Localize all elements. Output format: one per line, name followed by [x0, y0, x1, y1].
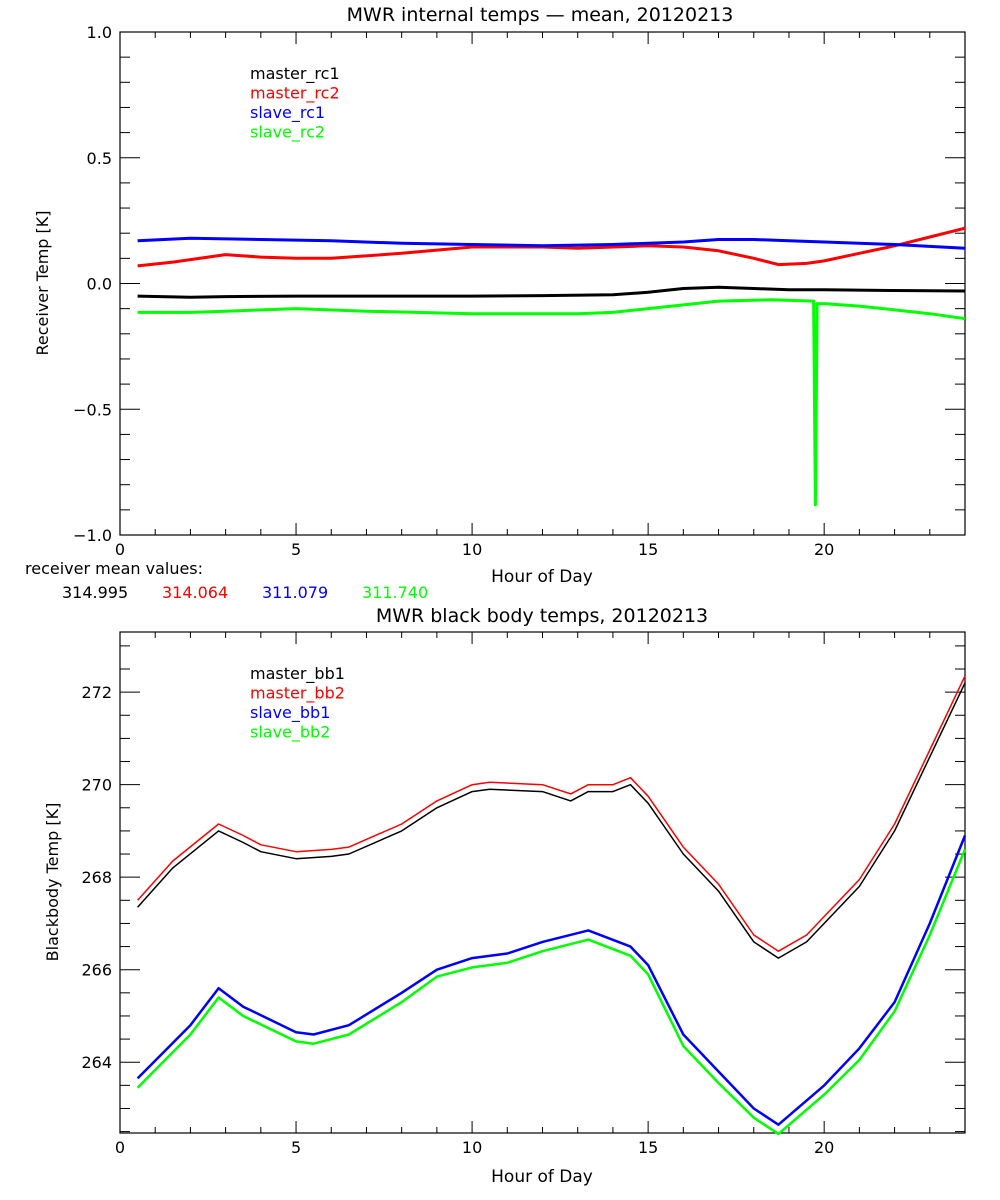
- x-tick-label: 15: [638, 1138, 658, 1157]
- y-axis-label: Blackbody Temp [K]: [43, 803, 62, 962]
- series-line-slave-bb2: [136, 848, 967, 1136]
- x-tick-label: 20: [814, 1138, 834, 1157]
- x-tick-label: 0: [115, 1138, 125, 1157]
- chart-title: MWR black body temps, 20120213: [376, 605, 708, 627]
- legend-entry-master-bb2: master_bb2: [250, 684, 345, 704]
- x-axis-label: Hour of Day: [491, 1167, 593, 1187]
- legend-entry-master-rc2: master_rc2: [250, 84, 340, 104]
- series-line-slave-bb1: [136, 835, 967, 1126]
- legend-entry-slave-bb1: slave_bb1: [250, 703, 330, 723]
- x-tick-label: 20: [814, 540, 834, 559]
- series-line-master-rc2: [137, 226, 966, 268]
- legend-entry-slave-bb2: slave_bb2: [250, 723, 330, 743]
- y-tick-label: −0.5: [73, 400, 112, 419]
- series-line-master-bb1: [137, 682, 966, 959]
- x-axis-label: Hour of Day: [491, 567, 593, 587]
- x-tick-label: 10: [462, 540, 482, 559]
- y-axis-label: Receiver Temp [K]: [33, 210, 52, 355]
- legend-entry-master-bb1: master_bb1: [250, 664, 345, 684]
- chart-title: MWR internal temps — mean, 20120213: [347, 4, 734, 26]
- x-tick-label: 15: [638, 540, 658, 559]
- blackbody-temp-panel: MWR black body temps, 20120213 Hour of D…: [43, 605, 967, 1187]
- series-line-slave-rc2: [137, 298, 966, 507]
- legend-entry-master-rc1: master_rc1: [250, 64, 340, 84]
- mean-values-label: receiver mean values:: [25, 559, 203, 578]
- series-line-master-rc1: [137, 285, 966, 299]
- y-tick-label: 270: [81, 776, 112, 795]
- y-tick-label: 0.0: [87, 275, 112, 294]
- y-tick-label: 266: [81, 961, 112, 980]
- mean-value-slave-rc1: 311.079: [262, 583, 328, 602]
- series-line-master-bb2: [137, 675, 966, 952]
- receiver-temp-panel: MWR internal temps — mean, 20120213 Hour…: [25, 4, 966, 602]
- y-tick-label: 0.5: [87, 149, 112, 168]
- plot-frame: [119, 31, 966, 536]
- legend-entry-slave-rc2: slave_rc2: [250, 123, 325, 143]
- mean-value-master-rc2: 314.064: [162, 583, 228, 602]
- plot-frame: [119, 631, 966, 1134]
- x-tick-label: 5: [291, 1138, 301, 1157]
- mean-value-slave-rc2: 311.740: [362, 583, 428, 602]
- y-tick-label: 264: [81, 1053, 112, 1072]
- mean-value-master-rc1: 314.995: [62, 583, 128, 602]
- x-tick-label: 5: [291, 540, 301, 559]
- legend-entry-slave-rc1: slave_rc1: [250, 103, 325, 123]
- y-tick-label: −1.0: [73, 526, 112, 545]
- y-tick-label: 272: [81, 683, 112, 702]
- y-tick-label: 268: [81, 868, 112, 887]
- series-line-slave-rc1: [137, 236, 966, 250]
- x-tick-label: 10: [462, 1138, 482, 1157]
- y-tick-label: 1.0: [87, 23, 112, 42]
- x-tick-label: 0: [115, 540, 125, 559]
